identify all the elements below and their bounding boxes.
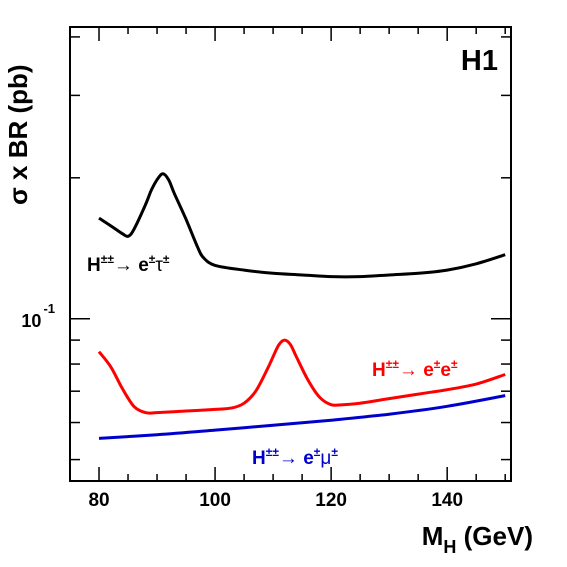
series-line-1	[97, 338, 506, 415]
axis-ticks	[70, 27, 511, 481]
experiment-tag: H1	[461, 45, 498, 77]
x-axis-label: MH (GeV)	[422, 521, 533, 557]
series-lines	[97, 172, 506, 440]
series-label-e-e: H±±→ e±e±	[372, 357, 458, 381]
x-tick-label: 100	[199, 490, 231, 511]
series-line-0	[98, 172, 506, 279]
x-tick-label: 80	[88, 490, 109, 511]
series-label-e-tau: H±±→ e±τ±	[87, 252, 170, 276]
x-tick-label: 120	[315, 490, 347, 511]
series-line-2	[98, 394, 506, 440]
x-tick-label: 140	[431, 490, 463, 511]
y-axis-label: σ x BR (pb)	[3, 64, 33, 205]
x-tick-labels: 80 100 120 140	[88, 490, 463, 511]
plot-frame	[69, 26, 512, 482]
series-label-e-mu: H±±→ e±μ±	[252, 445, 338, 469]
y-tick-label: 10-1	[21, 301, 55, 331]
